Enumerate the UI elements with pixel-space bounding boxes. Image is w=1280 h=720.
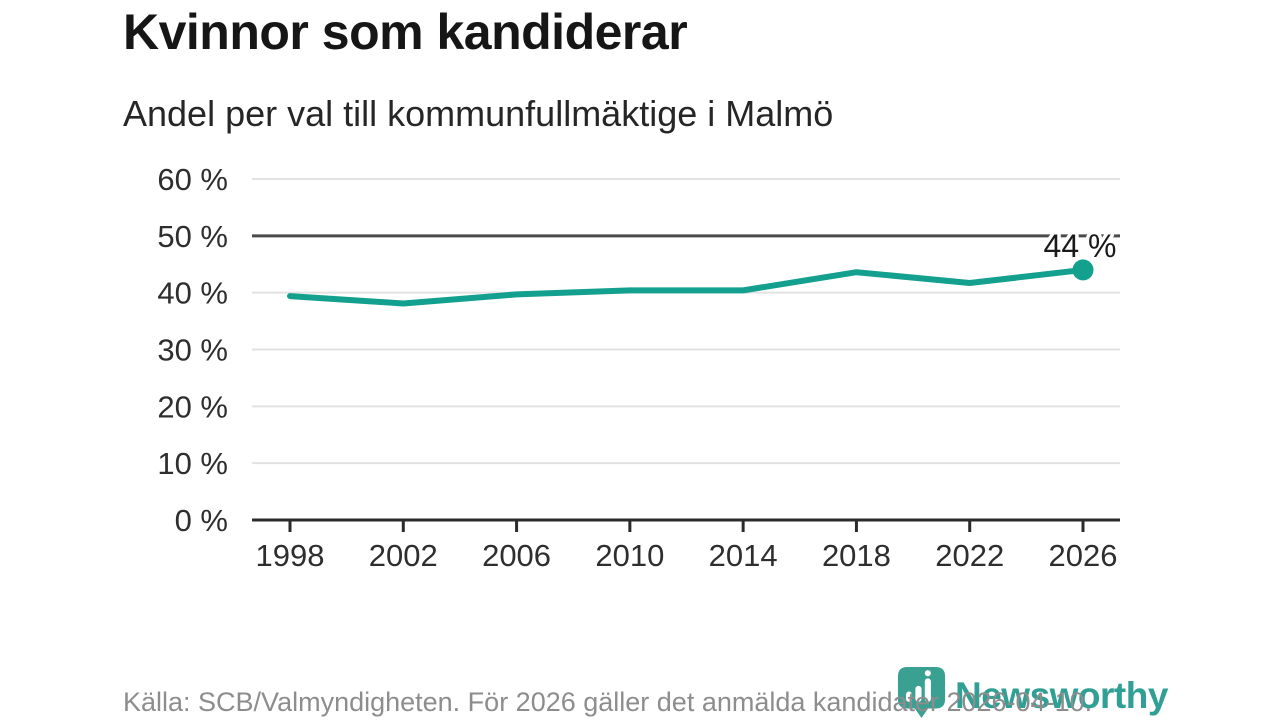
x-axis-label: 1998 [256,538,325,573]
x-axis-label: 2022 [935,538,1004,573]
newsworthy-logo: Newsworthy [897,666,1168,719]
y-axis-label: 50 % [157,219,228,254]
x-axis-label: 2018 [822,538,891,573]
x-axis-label: 2026 [1049,538,1118,573]
chart-title: Kvinnor som kandiderar [123,4,688,60]
bar-chart-bar-tall [924,678,931,702]
bar-chart-bar-medium [915,685,922,702]
y-axis-label: 10 % [157,446,228,481]
x-axis-label: 2006 [482,538,551,573]
bar-chart-dot [924,670,931,677]
x-axis-label: 2014 [709,538,778,573]
value-annotation: 44 % [1044,228,1117,264]
newsworthy-pin-icon [897,667,946,718]
end-point-marker [1072,259,1094,281]
y-axis-label: 0 % [175,503,228,538]
y-axis-label: 20 % [157,389,228,424]
newsworthy-wordmark: Newsworthy [955,675,1168,716]
y-axis-label: 30 % [157,333,228,368]
source-note: Källa: SCB/Valmyndigheten. För 2026 gäll… [123,687,1093,717]
x-axis-label: 2002 [369,538,438,573]
bar-chart-bar-short [905,691,913,702]
chart-subtitle: Andel per val till kommunfullmäktige i M… [123,93,834,134]
x-axis-label: 2010 [595,538,664,573]
y-axis-label: 40 % [157,276,228,311]
y-axis-label: 60 % [157,162,228,197]
trend-line [287,266,1086,307]
